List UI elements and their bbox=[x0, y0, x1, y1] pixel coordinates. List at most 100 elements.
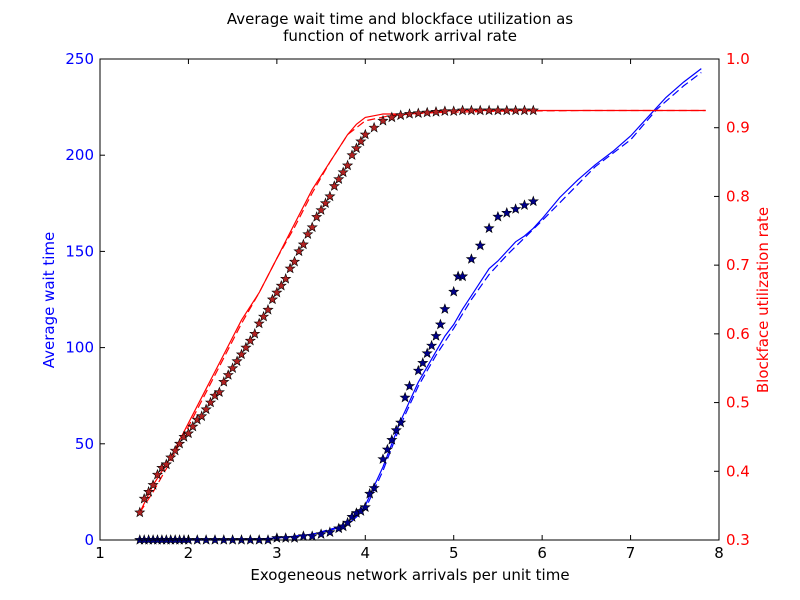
star-marker bbox=[390, 424, 402, 436]
right-y-tick-label: 0.9 bbox=[726, 119, 750, 137]
wait-time-series-markers bbox=[134, 195, 539, 545]
left-y-axis-ticks: 0 50 100 150 200 250 bbox=[65, 50, 105, 549]
star-marker bbox=[359, 501, 371, 512]
star-marker bbox=[240, 341, 252, 353]
star-marker bbox=[235, 348, 248, 360]
star-marker bbox=[501, 207, 513, 218]
x-tick-label: 2 bbox=[184, 544, 194, 562]
right-y-axis-ticks: 0.3 0.4 0.5 0.6 0.7 0.8 0.9 1.0 bbox=[714, 50, 750, 549]
star-marker bbox=[315, 528, 327, 540]
star-marker bbox=[439, 303, 451, 314]
star-marker bbox=[395, 109, 407, 121]
star-marker bbox=[315, 204, 327, 215]
star-marker bbox=[306, 221, 318, 233]
x-tick-label: 6 bbox=[537, 544, 547, 562]
star-marker bbox=[359, 128, 371, 140]
x-tick-label: 8 bbox=[714, 544, 724, 562]
star-marker bbox=[165, 451, 177, 463]
star-marker bbox=[527, 104, 539, 116]
star-marker bbox=[434, 318, 447, 330]
star-marker bbox=[381, 443, 393, 455]
star-marker bbox=[341, 159, 354, 171]
star-marker bbox=[527, 195, 539, 207]
star-marker bbox=[412, 107, 424, 118]
star-marker bbox=[492, 104, 504, 116]
right-y-tick-label: 0.3 bbox=[726, 531, 750, 549]
series-line bbox=[139, 109, 706, 513]
star-marker bbox=[182, 427, 195, 439]
right-y-tick-label: 0.7 bbox=[726, 256, 750, 274]
star-marker bbox=[426, 339, 438, 351]
left-y-axis-label: Average wait time bbox=[40, 232, 58, 369]
star-marker bbox=[200, 403, 212, 415]
star-marker bbox=[244, 334, 256, 346]
chart-title-line-2: function of network arrival rate bbox=[283, 27, 517, 45]
right-y-tick-label: 0.4 bbox=[726, 462, 750, 480]
star-marker bbox=[275, 279, 287, 291]
star-marker bbox=[386, 111, 398, 123]
star-marker bbox=[328, 180, 340, 191]
star-marker bbox=[456, 270, 469, 282]
star-marker bbox=[421, 106, 433, 118]
star-marker bbox=[421, 347, 433, 359]
star-marker bbox=[377, 114, 389, 126]
star-marker bbox=[368, 482, 380, 493]
star-marker bbox=[377, 453, 389, 464]
right-y-tick-label: 1.0 bbox=[726, 50, 750, 68]
star-marker bbox=[399, 391, 411, 403]
star-marker bbox=[430, 106, 442, 117]
wait-time-series-solid bbox=[139, 68, 702, 541]
wait-time-series-dashed bbox=[139, 72, 702, 541]
x-tick-label: 1 bbox=[95, 544, 105, 562]
left-y-tick-label: 250 bbox=[65, 50, 94, 68]
star-marker bbox=[173, 437, 186, 449]
star-marker bbox=[337, 166, 349, 178]
star-marker bbox=[474, 239, 486, 251]
star-marker bbox=[430, 330, 442, 341]
star-marker bbox=[510, 203, 522, 214]
star-marker bbox=[280, 532, 292, 543]
star-marker bbox=[134, 506, 146, 518]
star-marker bbox=[289, 255, 301, 267]
x-tick-label: 5 bbox=[449, 544, 459, 562]
star-marker bbox=[266, 293, 279, 305]
star-marker bbox=[231, 355, 243, 367]
star-marker bbox=[439, 105, 451, 117]
star-marker bbox=[465, 253, 478, 264]
star-marker bbox=[196, 410, 208, 422]
star-marker bbox=[222, 369, 234, 380]
star-marker bbox=[311, 211, 323, 222]
star-marker bbox=[187, 420, 199, 432]
star-marker bbox=[319, 197, 332, 208]
star-marker bbox=[483, 104, 495, 116]
star-marker bbox=[213, 386, 225, 397]
star-marker bbox=[271, 286, 283, 298]
utilization-series-markers bbox=[134, 104, 539, 518]
star-marker bbox=[169, 444, 181, 456]
right-y-tick-label: 0.8 bbox=[726, 187, 750, 205]
star-marker bbox=[257, 310, 270, 322]
star-marker bbox=[147, 479, 159, 490]
star-marker bbox=[253, 317, 265, 329]
star-marker bbox=[474, 104, 486, 116]
star-marker bbox=[293, 245, 305, 257]
left-y-tick-label: 150 bbox=[65, 242, 94, 260]
star-marker bbox=[284, 262, 296, 274]
star-marker bbox=[412, 364, 424, 376]
star-marker bbox=[297, 530, 309, 541]
left-y-tick-label: 100 bbox=[65, 339, 94, 357]
chart-title-line-1: Average wait time and blockface utilizat… bbox=[227, 10, 573, 28]
star-marker bbox=[324, 190, 336, 202]
star-marker bbox=[288, 532, 301, 543]
series-line bbox=[139, 109, 706, 513]
star-marker bbox=[346, 149, 358, 160]
star-marker bbox=[249, 328, 261, 339]
star-marker bbox=[395, 416, 407, 428]
star-marker bbox=[350, 142, 363, 154]
star-marker bbox=[306, 530, 318, 541]
series-line bbox=[139, 72, 702, 541]
utilization-series-solid bbox=[139, 109, 706, 513]
star-marker bbox=[492, 210, 504, 222]
left-y-tick-label: 0 bbox=[84, 531, 94, 549]
